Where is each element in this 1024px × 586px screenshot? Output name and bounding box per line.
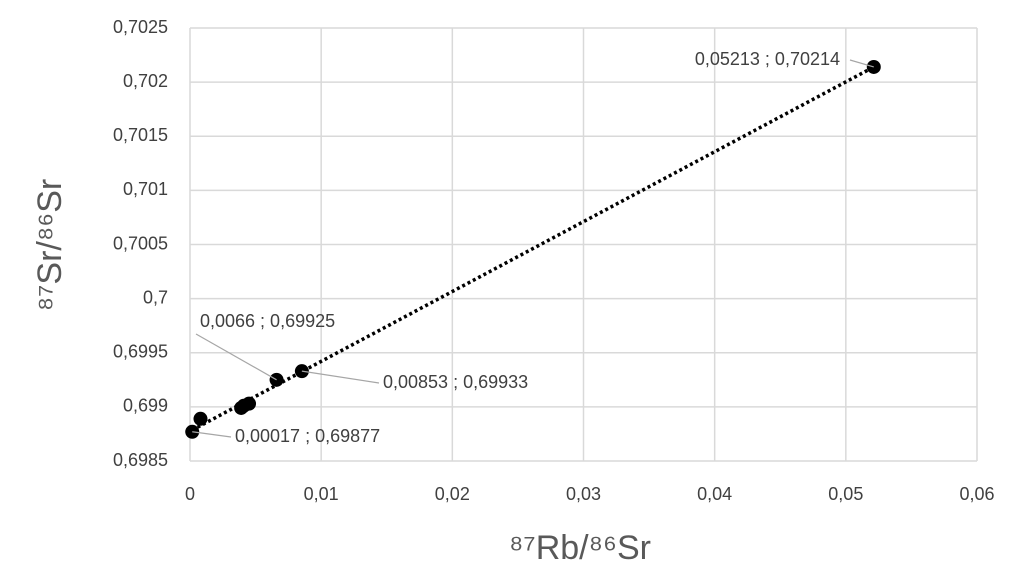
data-label: 0,00017 ; 0,69877 bbox=[235, 426, 380, 446]
y-tick-label: 0,7025 bbox=[113, 17, 168, 37]
x-tick-label: 0,06 bbox=[959, 484, 994, 504]
leader-line bbox=[301, 370, 380, 384]
x-tick-label: 0,04 bbox=[697, 484, 732, 504]
y-tick-label: 0,7015 bbox=[113, 125, 168, 145]
y-tick-label: 0,6995 bbox=[113, 342, 168, 362]
x-axis-title: ⁸⁷Rb/⁸⁶Sr bbox=[509, 529, 651, 567]
x-tick-label: 0,05 bbox=[828, 484, 863, 504]
leader-line bbox=[195, 333, 277, 381]
y-tick-label: 0,7005 bbox=[113, 233, 168, 253]
point bbox=[193, 411, 208, 426]
x-tick-label: 0,03 bbox=[566, 484, 601, 504]
y-tick-label: 0,6985 bbox=[113, 450, 168, 470]
x-tick-label: 0,02 bbox=[435, 484, 470, 504]
leader-line bbox=[192, 431, 232, 438]
point bbox=[242, 396, 257, 411]
y-tick-label: 0,701 bbox=[123, 179, 168, 199]
data-label: 0,05213 ; 0,70214 bbox=[695, 49, 840, 69]
y-tick-label: 0,699 bbox=[123, 396, 168, 416]
y-axis-title: ⁸⁷Sr/⁸⁶Sr bbox=[31, 179, 69, 311]
x-tick-label: 0,01 bbox=[304, 484, 339, 504]
x-tick-label: 0 bbox=[185, 484, 195, 504]
leader-line bbox=[849, 59, 874, 68]
y-tick-label: 0,702 bbox=[123, 71, 168, 91]
y-tick-label: 0,7 bbox=[143, 287, 168, 307]
data-label: 0,0066 ; 0,69925 bbox=[200, 311, 335, 331]
trendline bbox=[191, 65, 875, 432]
data-label: 0,00853 ; 0,69933 bbox=[383, 372, 528, 392]
